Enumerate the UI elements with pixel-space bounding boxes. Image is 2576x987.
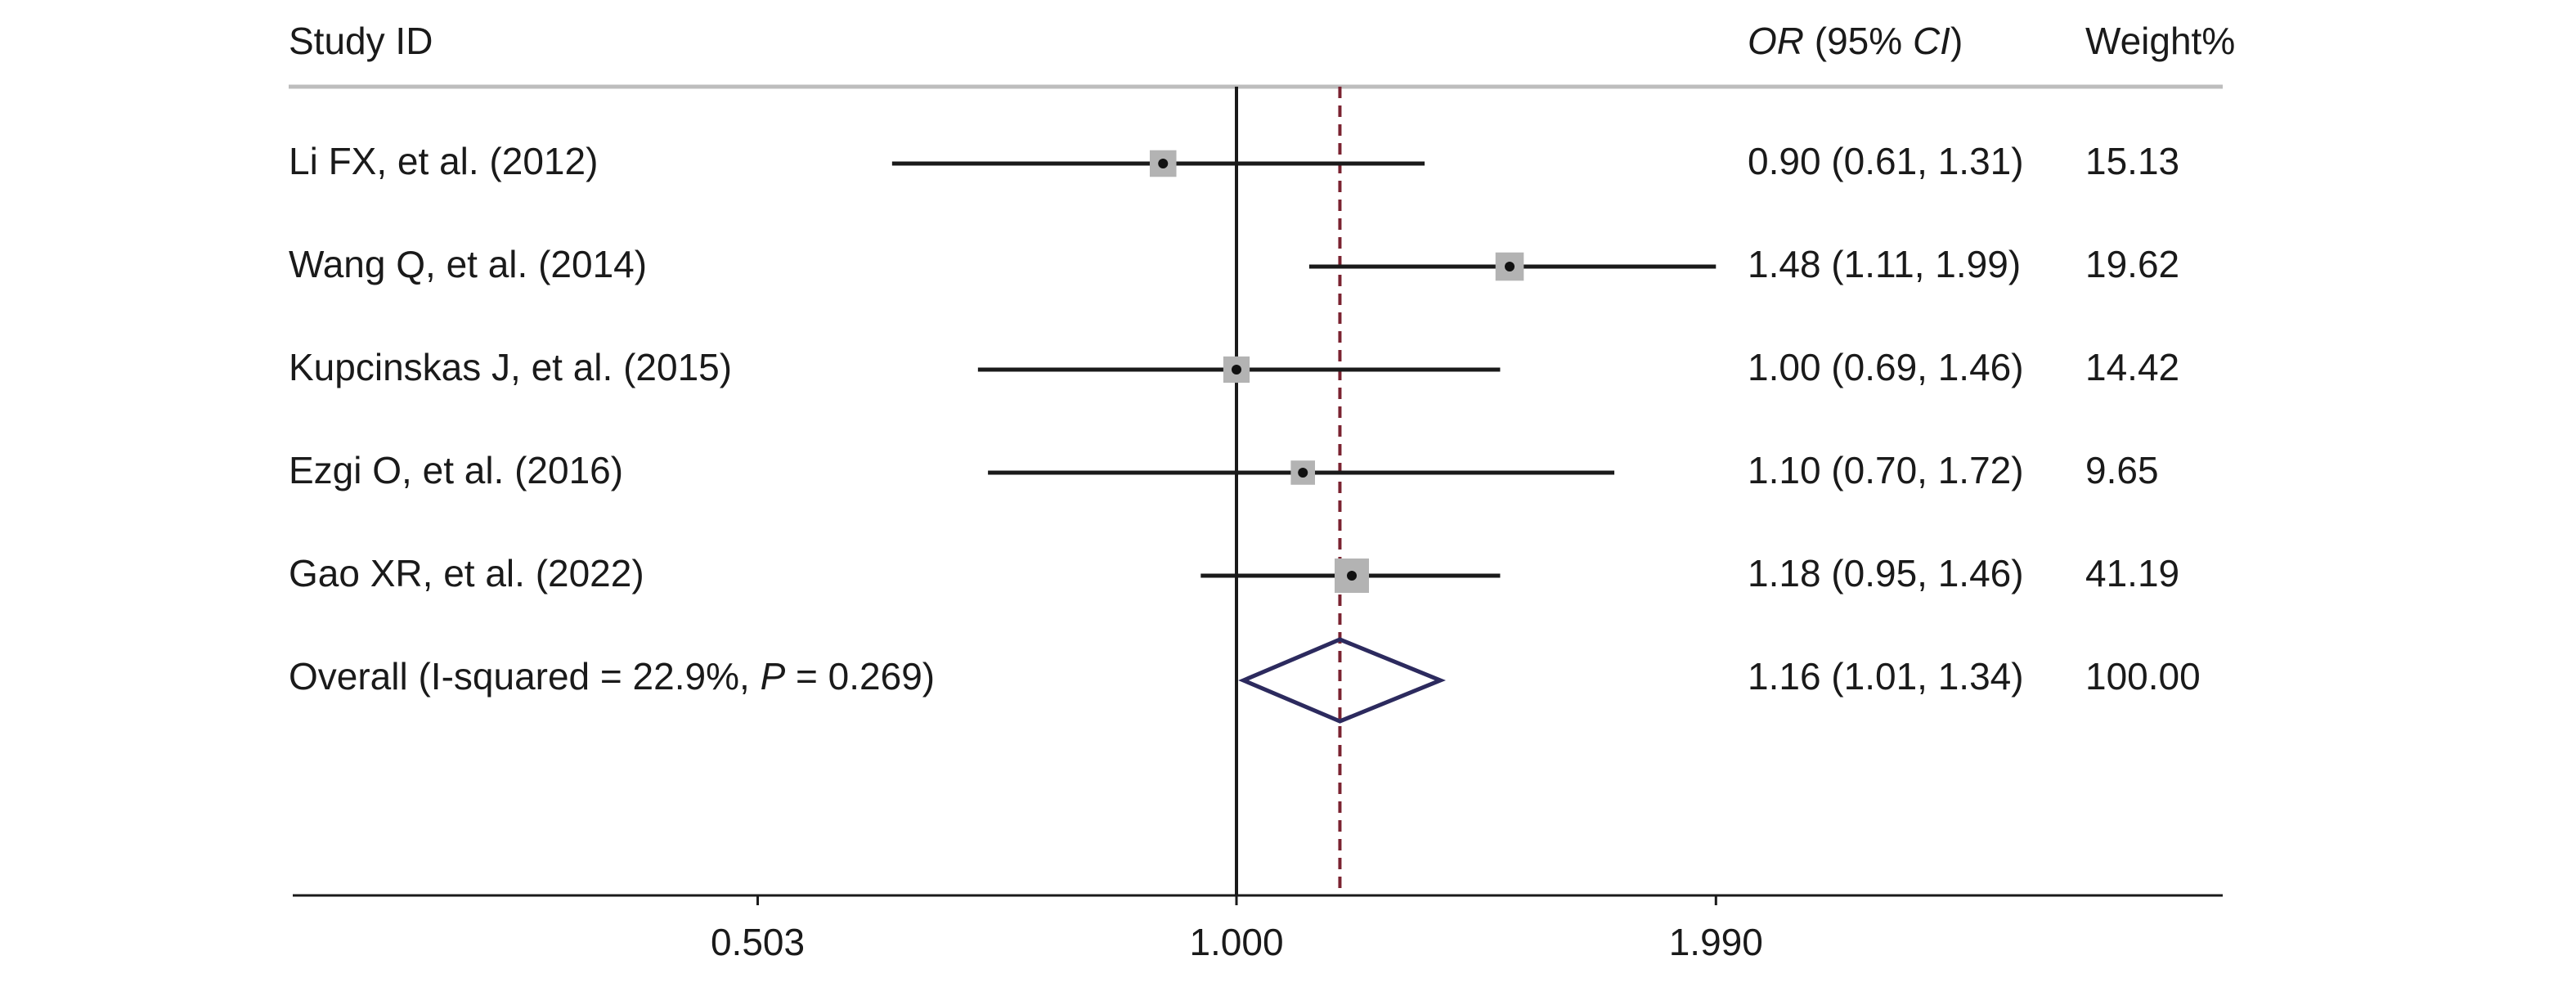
study-or-ci: 1.48 (1.11, 1.99) <box>1748 243 2021 285</box>
x-tick-label: 1.990 <box>1669 921 1763 963</box>
point-estimate <box>1158 159 1169 168</box>
study-label: Gao XR, et al. (2022) <box>289 552 644 594</box>
study-weight: 14.42 <box>2085 346 2179 388</box>
x-tick-label: 1.000 <box>1189 921 1283 963</box>
point-estimate <box>1505 262 1515 271</box>
study-label: Wang Q, et al. (2014) <box>289 243 647 285</box>
overall-or-ci: 1.16 (1.01, 1.34) <box>1748 655 2024 698</box>
study-label: Kupcinskas J, et al. (2015) <box>289 346 732 388</box>
study-weight: 15.13 <box>2085 140 2179 182</box>
overall-weight: 100.00 <box>2085 655 2201 698</box>
study-or-ci: 1.00 (0.69, 1.46) <box>1748 346 2024 388</box>
or-ci-header: OR (95% CI) <box>1748 20 1963 62</box>
study-label: Ezgi O, et al. (2016) <box>289 449 623 491</box>
study-or-ci: 1.18 (0.95, 1.46) <box>1748 552 2024 594</box>
overall-diamond <box>1238 637 1446 724</box>
study-weight: 19.62 <box>2085 243 2179 285</box>
study-row: Ezgi O, et al. (2016) 1.10 (0.70, 1.72) 9.… <box>289 449 2159 491</box>
study-row: Wang Q, et al. (2014) 1.48 (1.11, 1.99) 19… <box>289 243 2179 285</box>
study-row: Gao XR, et al. (2022) 1.18 (0.95, 1.46) 41… <box>289 552 2179 594</box>
study-label: Li FX, et al. (2012) <box>289 140 598 182</box>
study-rows: Li FX, et al. (2012) 0.90 (0.61, 1.31) 15.… <box>289 140 2179 594</box>
study-weight: 41.19 <box>2085 552 2179 594</box>
x-tick-label: 0.503 <box>711 921 805 963</box>
study-weight: 9.65 <box>2085 449 2159 491</box>
point-estimate <box>1298 468 1308 478</box>
point-estimate <box>1232 365 1241 375</box>
study-or-ci: 0.90 (0.61, 1.31) <box>1748 140 2024 182</box>
study-or-ci: 1.10 (0.70, 1.72) <box>1748 449 2024 491</box>
study-row: Li FX, et al. (2012) 0.90 (0.61, 1.31) 15.… <box>289 140 2179 182</box>
study-id-header: Study ID <box>289 20 433 62</box>
x-axis-ticks: 0.503 1.000 1.990 <box>711 895 1763 963</box>
overall-label: Overall (I-squared = 22.9%, P = 0.269) <box>289 655 935 698</box>
weight-header: Weight% <box>2085 20 2235 62</box>
study-row: Kupcinskas J, et al. (2015) 1.00 (0.69, 1… <box>289 346 2179 388</box>
point-estimate <box>1347 571 1358 581</box>
